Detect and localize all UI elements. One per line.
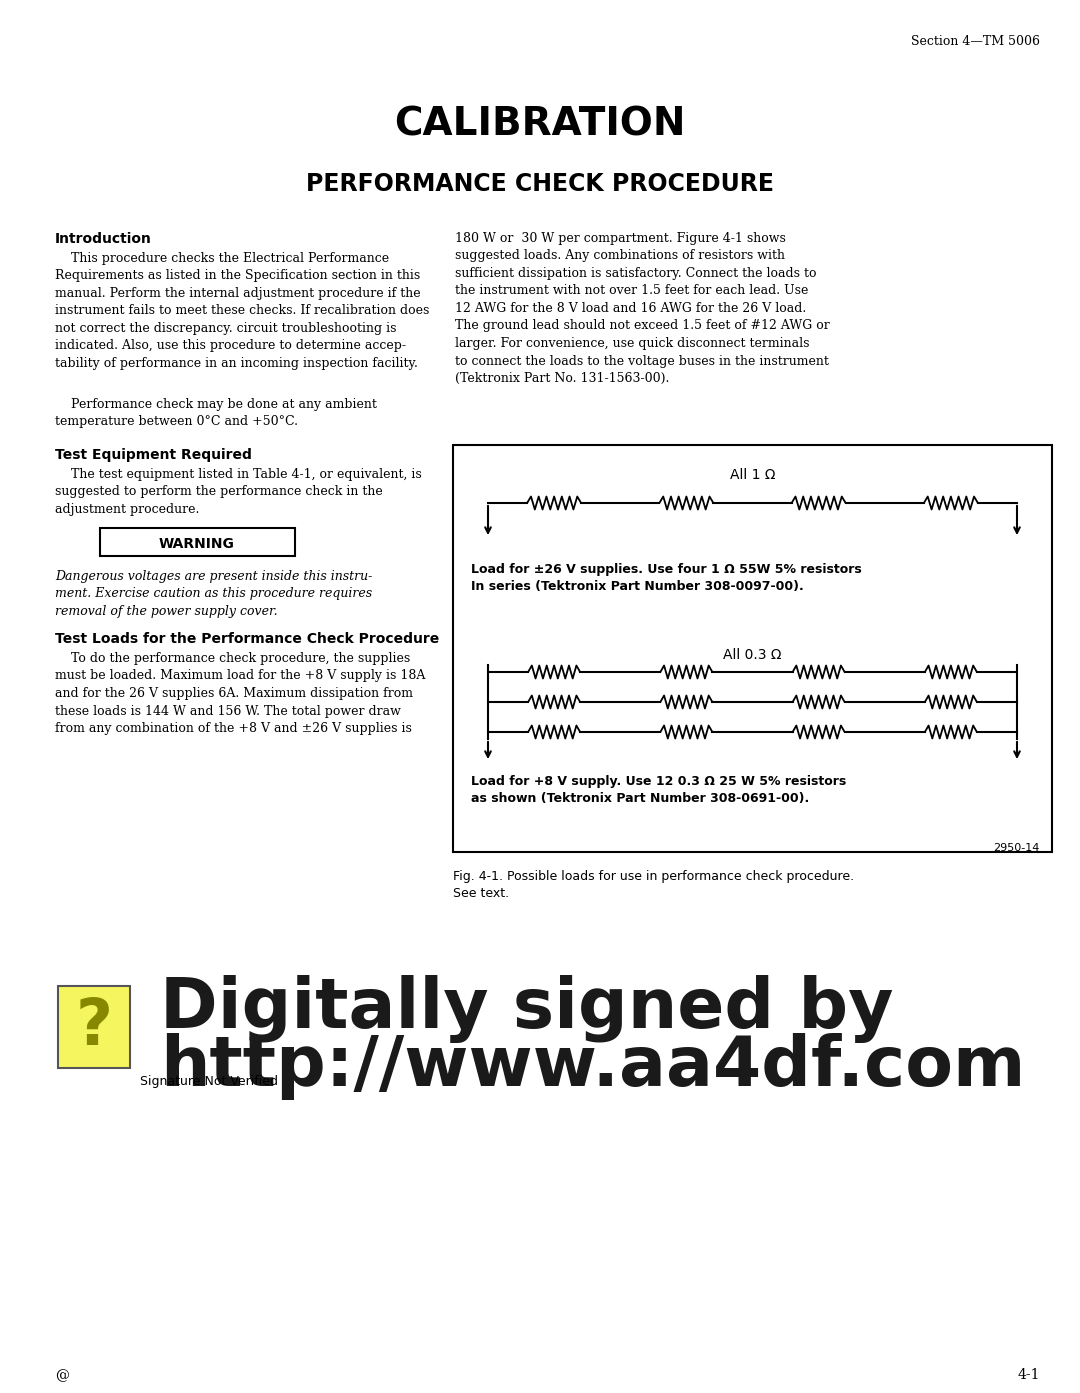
Text: http://www.aa4df.com: http://www.aa4df.com (160, 1034, 1025, 1100)
Text: Digitally signed by: Digitally signed by (160, 975, 893, 1043)
Text: Dangerous voltages are present inside this instru-
ment. Exercise caution as thi: Dangerous voltages are present inside th… (55, 570, 373, 618)
Text: Load for ±26 V supplies. Use four 1 Ω 55W 5% resistors
In series (Tektronix Part: Load for ±26 V supplies. Use four 1 Ω 55… (471, 563, 862, 593)
Text: Load for +8 V supply. Use 12 0.3 Ω 25 W 5% resistors
as shown (Tektronix Part Nu: Load for +8 V supply. Use 12 0.3 Ω 25 W … (471, 775, 847, 805)
Text: CALIBRATION: CALIBRATION (394, 104, 686, 143)
Text: Test Equipment Required: Test Equipment Required (55, 449, 252, 462)
Bar (58, 986, 130, 1068)
Bar (453, 444, 1052, 853)
Text: This procedure checks the Electrical Performance
Requirements as listed in the S: This procedure checks the Electrical Per… (55, 252, 430, 371)
Text: Section 4—TM 5006: Section 4—TM 5006 (912, 35, 1040, 47)
Text: The test equipment listed in Table 4-1, or equivalent, is
suggested to perform t: The test equipment listed in Table 4-1, … (55, 468, 422, 515)
Text: 4-1: 4-1 (1017, 1368, 1040, 1382)
Text: PERFORMANCE CHECK PROCEDURE: PERFORMANCE CHECK PROCEDURE (306, 171, 774, 196)
Text: Performance check may be done at any ambient
temperature between 0°C and +50°C.: Performance check may be done at any amb… (55, 398, 377, 429)
Text: All 0.3 Ω: All 0.3 Ω (724, 648, 782, 662)
Text: 180 W or  30 W per compartment. Figure 4-1 shows
suggested loads. Any combinatio: 180 W or 30 W per compartment. Figure 4-… (455, 233, 829, 384)
Text: @: @ (55, 1368, 69, 1382)
Text: All 1 Ω: All 1 Ω (730, 468, 775, 482)
Text: Introduction: Introduction (55, 233, 152, 247)
Text: Signature Not Verified: Signature Not Verified (140, 1075, 278, 1088)
Bar (100, 528, 295, 556)
Text: WARNING: WARNING (159, 536, 235, 552)
Text: ?: ? (76, 996, 112, 1059)
Text: Test Loads for the Performance Check Procedure: Test Loads for the Performance Check Pro… (55, 632, 440, 646)
Text: Fig. 4-1. Possible loads for use in performance check procedure.
See text.: Fig. 4-1. Possible loads for use in perf… (453, 871, 854, 900)
Text: 2950-14: 2950-14 (994, 843, 1040, 853)
Text: To do the performance check procedure, the supplies
must be loaded. Maximum load: To do the performance check procedure, t… (55, 652, 426, 736)
